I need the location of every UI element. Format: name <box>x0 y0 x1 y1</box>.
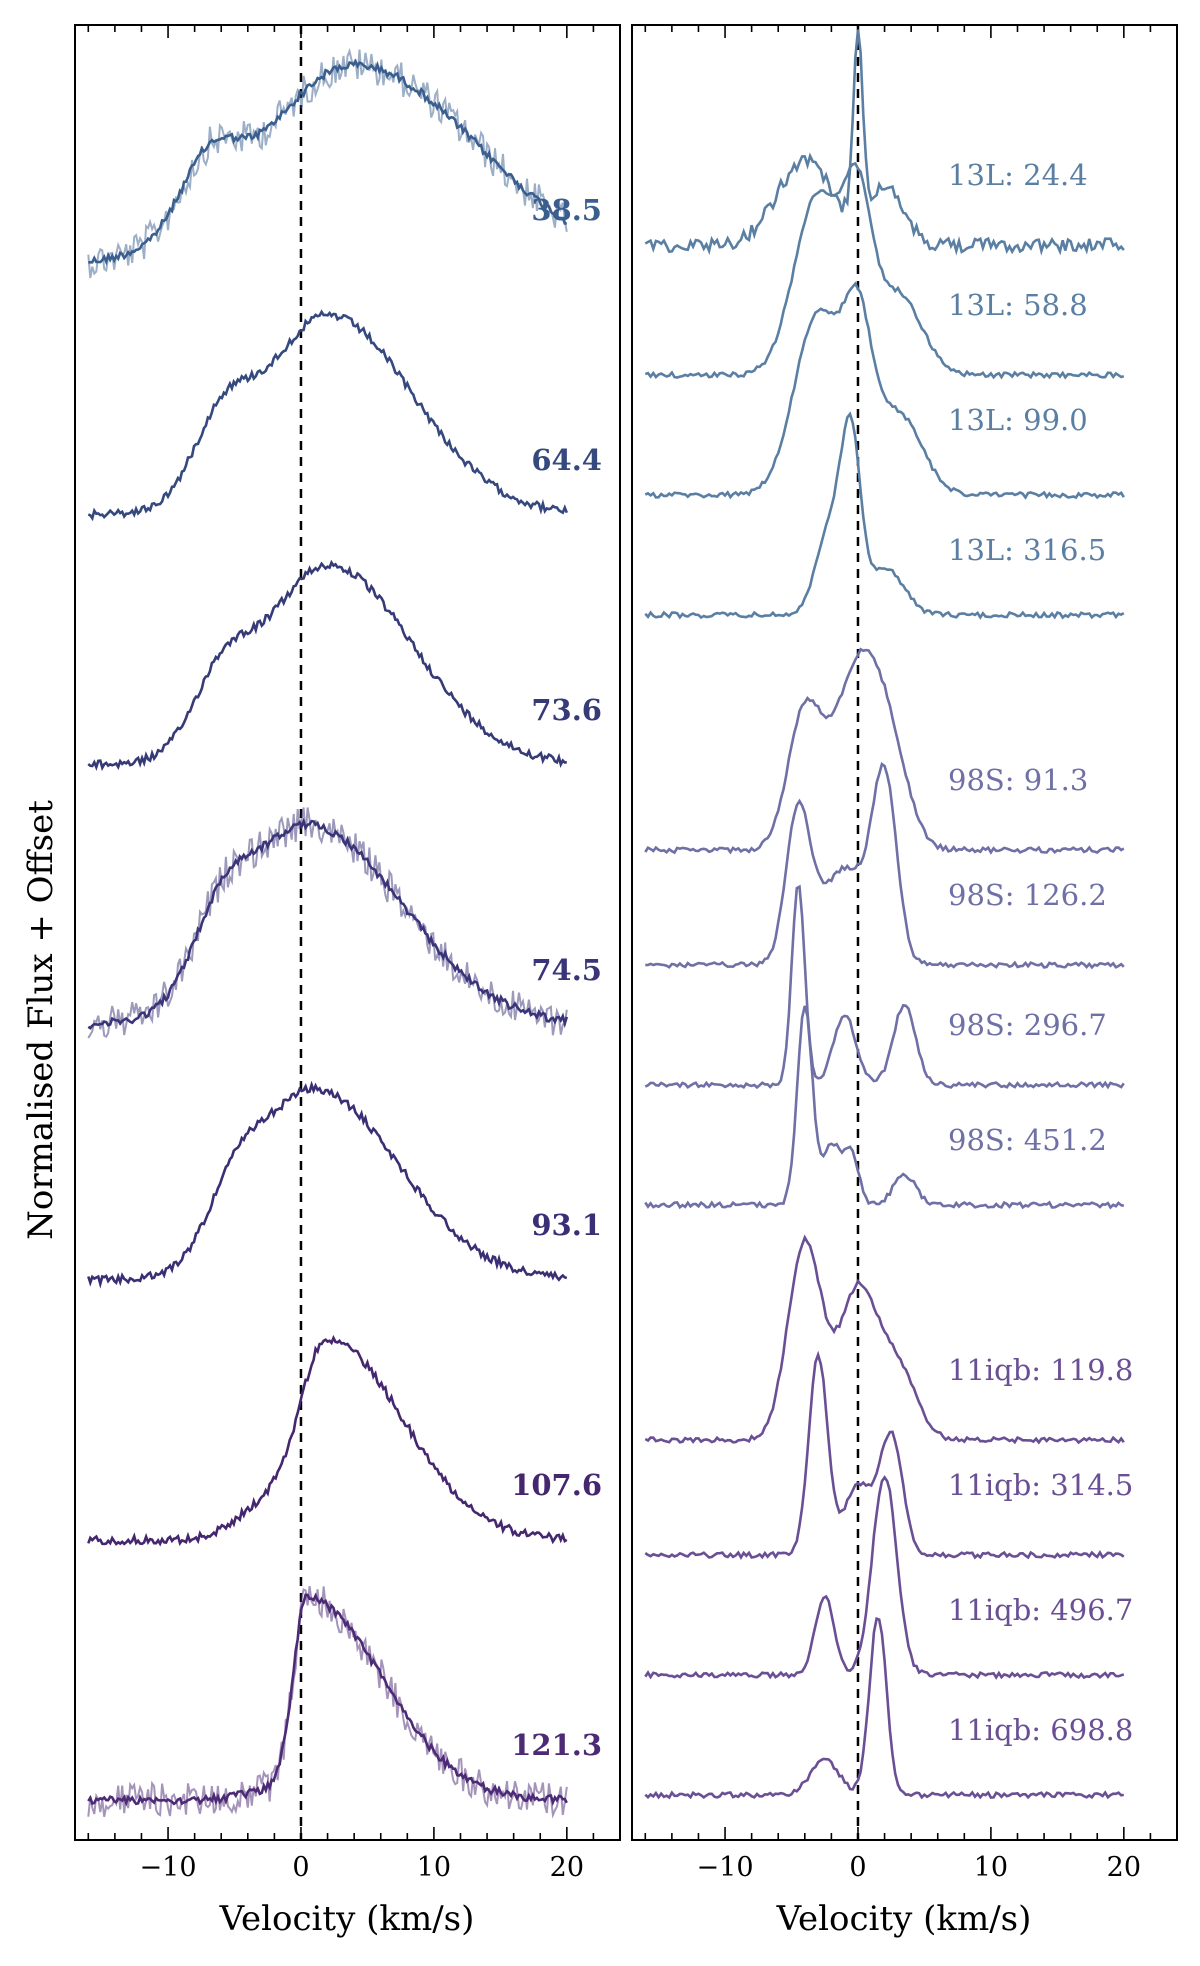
right-series-line <box>644 884 1125 1090</box>
left-series-line <box>87 559 567 772</box>
left-tick-label: 10 <box>417 1852 451 1883</box>
right-series-line <box>644 1616 1124 1800</box>
right-series-label: 98S: 126.2 <box>948 878 1107 912</box>
left-series-line <box>87 1592 568 1807</box>
right-series-line <box>644 281 1125 500</box>
right-series-line <box>644 161 1125 380</box>
right-series-label: 13L: 24.4 <box>948 158 1088 192</box>
right-series-line <box>644 29 1125 256</box>
right-series-label: 13L: 316.5 <box>948 533 1106 567</box>
left-panel-frame <box>74 24 621 1841</box>
right-x-axis-label: Velocity (km/s) <box>776 1899 1032 1939</box>
right-series-label: 11iqb: 119.8 <box>948 1353 1133 1387</box>
right-series-label: 98S: 91.3 <box>948 763 1088 797</box>
right-panel-ticks: −10 0 10 20 <box>644 25 1178 1883</box>
left-panel: −10 0 10 20 38.564.473.674.593.1107.6121.3 … <box>74 24 621 1939</box>
y-axis-label: Normalised Flux + Offset <box>21 800 61 1240</box>
right-panel-frame <box>631 24 1178 1841</box>
right-series-line <box>644 647 1125 855</box>
right-series-line <box>645 761 1125 970</box>
right-series-label: 13L: 58.8 <box>948 288 1088 322</box>
right-panel-series: 13L: 24.4 13L: 58.8 13L: 99.0 13L: 316.5 98S… <box>644 29 1133 1800</box>
right-series-label: 11iqb: 496.7 <box>948 1593 1133 1627</box>
left-tick-label: 0 <box>292 1852 309 1883</box>
right-series-label: 11iqb: 698.8 <box>948 1713 1133 1747</box>
left-series-label: 74.5 <box>531 953 602 987</box>
right-series-label: 13L: 99.0 <box>948 403 1088 437</box>
left-series-line <box>87 309 569 522</box>
right-tick-label: 10 <box>974 1852 1008 1883</box>
right-series-line <box>644 411 1125 620</box>
right-tick-label: 20 <box>1107 1852 1141 1883</box>
left-series-label: 93.1 <box>531 1208 602 1242</box>
right-series-label: 98S: 296.7 <box>948 1008 1107 1042</box>
left-x-axis-label: Velocity (km/s) <box>219 1899 475 1939</box>
left-series-label: 107.6 <box>511 1468 602 1502</box>
left-tick-label: −10 <box>140 1852 197 1883</box>
left-series-noisy-spectrum <box>87 47 568 279</box>
right-series-label: 98S: 451.2 <box>948 1123 1107 1157</box>
left-series-noisy-spectrum <box>87 1585 568 1819</box>
right-series-line <box>644 1475 1125 1680</box>
left-panel-series: 38.5 64.4 73.6 74.5 93.1 107.6 121.3 <box>87 47 602 1819</box>
left-series-label: 64.4 <box>531 443 602 477</box>
right-series-line <box>644 1005 1125 1210</box>
left-panel-ticks: −10 0 10 20 <box>87 25 621 1883</box>
left-tick-label: 20 <box>550 1852 584 1883</box>
left-series-line <box>87 817 569 1030</box>
left-series-line <box>88 58 567 266</box>
left-series-label: 121.3 <box>511 1728 602 1762</box>
left-series-label: 38.5 <box>531 193 602 227</box>
right-tick-label: −10 <box>697 1852 754 1883</box>
left-series-line <box>87 1334 568 1547</box>
left-series-label: 73.6 <box>531 693 602 727</box>
right-series-line <box>644 1350 1125 1560</box>
right-tick-label: 0 <box>849 1852 866 1883</box>
left-series-line <box>87 1080 568 1289</box>
right-series-line <box>644 1234 1125 1445</box>
right-series-label: 11iqb: 314.5 <box>948 1468 1133 1502</box>
